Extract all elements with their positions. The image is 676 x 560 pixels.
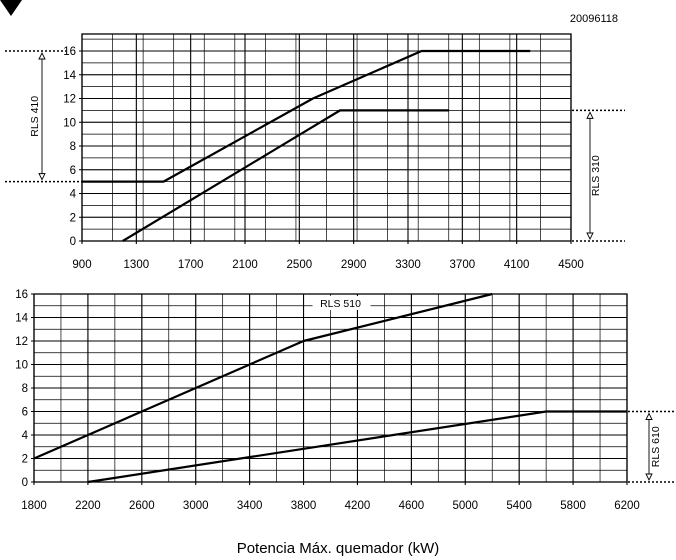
y-tick-label: 6 — [70, 165, 76, 177]
x-tick-label: 5800 — [560, 500, 586, 512]
x-tick-label: 4200 — [345, 500, 371, 512]
x-tick-label: 2600 — [129, 500, 155, 512]
annotation-label: RLS 510 — [320, 298, 361, 310]
range-arrow-up-icon — [586, 111, 594, 119]
range-arrow-up-icon — [645, 412, 653, 420]
corner-marker-icon — [0, 0, 22, 16]
y-tick-label: 2 — [22, 454, 28, 466]
x-tick-label: 6200 — [614, 500, 640, 512]
y-tick-label: 16 — [15, 289, 28, 301]
x-tick-label: 5400 — [506, 500, 532, 512]
range-arrow-up-icon — [38, 51, 46, 60]
y-tick-label: 0 — [22, 477, 28, 489]
x-tick-label: 2100 — [232, 259, 258, 271]
x-tick-label: 900 — [72, 259, 91, 271]
y-tick-label: 10 — [63, 117, 76, 129]
range-label-rls-310: RLS 310 — [590, 155, 602, 196]
y-tick-label: 14 — [63, 70, 76, 82]
x-tick-label: 1800 — [21, 500, 47, 512]
y-tick-label: 0 — [70, 236, 76, 248]
y-tick-label: 2 — [70, 212, 76, 224]
x-tick-label: 5000 — [452, 500, 478, 512]
y-tick-label: 10 — [15, 360, 28, 372]
y-tick-label: 4 — [22, 430, 29, 442]
range-arrow-down-icon — [586, 232, 594, 241]
x-tick-label: 3300 — [395, 259, 421, 271]
series-line-rls-610 — [87, 410, 627, 484]
x-tick-label: 4100 — [504, 259, 530, 271]
range-arrow-down-icon — [645, 473, 653, 482]
x-tick-label: 2200 — [75, 500, 101, 512]
y-tick-label: 12 — [63, 94, 76, 106]
x-tick-label: 4500 — [558, 259, 584, 271]
figure-code: 20096118 — [570, 13, 618, 25]
series-line-rls-310 — [122, 109, 449, 242]
x-tick-label: 3800 — [291, 500, 317, 512]
plot-frame — [81, 33, 572, 242]
y-tick-label: 6 — [22, 407, 28, 419]
plot-frame — [33, 293, 628, 483]
range-arrow-down-icon — [38, 173, 46, 181]
x-tick-label: 3000 — [183, 500, 209, 512]
y-tick-label: 16 — [63, 46, 76, 58]
annotation-background — [312, 296, 371, 310]
x-tick-label: 2900 — [341, 259, 367, 271]
x-tick-label: 1300 — [124, 259, 150, 271]
x-axis-label: Potencia Máx. quemador (kW) — [237, 540, 440, 557]
bottom-chart: 1800 2200 2600 3000 3400 3800 4200 4600 5000 5400… — [15, 289, 676, 512]
y-tick-label: 8 — [22, 383, 28, 395]
x-tick-label: 3700 — [450, 259, 476, 271]
y-tick-label: 12 — [15, 336, 28, 348]
range-label-rls-610: RLS 610 — [650, 426, 662, 467]
range-label-rls-410: RLS 410 — [29, 96, 41, 137]
y-tick-label: 8 — [70, 141, 76, 153]
y-tick-label: 4 — [70, 189, 77, 201]
x-tick-label: 4600 — [399, 500, 425, 512]
x-tick-label: 3400 — [237, 500, 263, 512]
series-line-rls-510 — [33, 292, 493, 460]
series-line-rls-410 — [82, 49, 531, 183]
x-tick-label: 2500 — [287, 259, 313, 271]
top-chart: 900 1300 1700 2100 2500 2900 3300 3700 4100 4500 0… — [5, 33, 625, 271]
x-tick-label: 1700 — [178, 259, 204, 271]
y-tick-label: 14 — [15, 313, 28, 325]
